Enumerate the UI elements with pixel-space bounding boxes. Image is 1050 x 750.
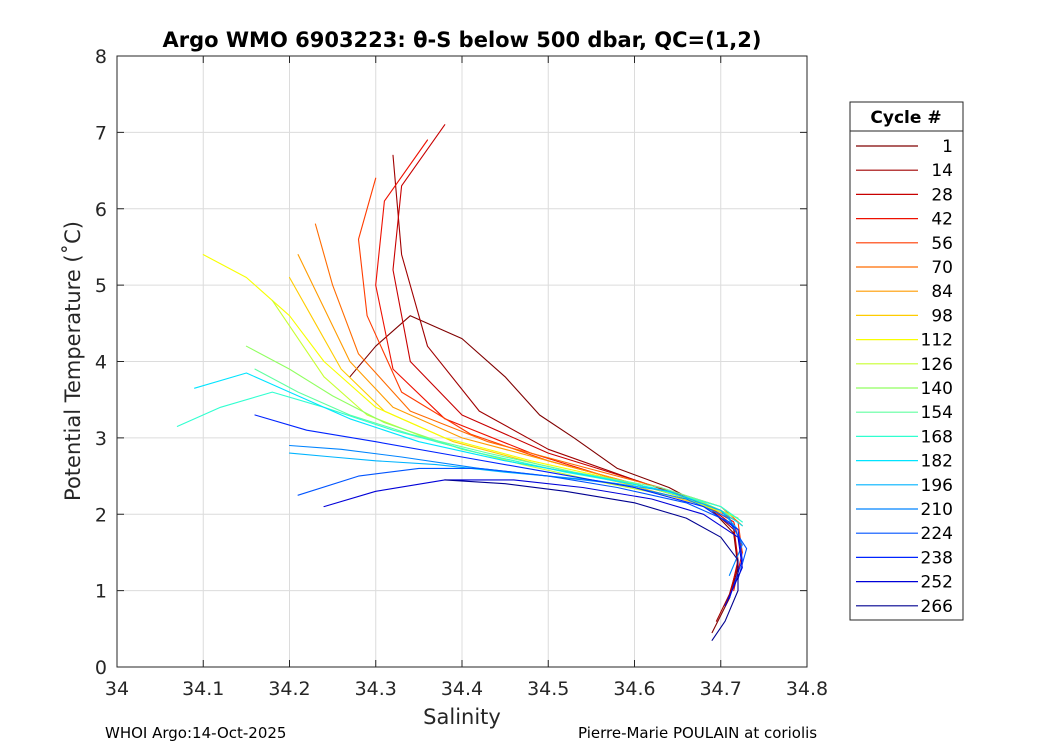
legend-label: 42 (931, 210, 953, 230)
legend-label: 168 (921, 427, 953, 447)
x-tick-label: 34.6 (613, 678, 655, 700)
legend: Cycle # 1 14 28 42 56 70 84 98 112 126 140 154 168 18… (849, 101, 964, 621)
y-tick-label: 3 (95, 428, 107, 450)
series-line-cycle-154 (254, 368, 743, 523)
series-layer (176, 124, 748, 641)
legend-label: 266 (921, 597, 953, 617)
x-tick-label: 34.8 (786, 678, 828, 700)
x-tick-label: 34.7 (700, 678, 742, 700)
x-axis-label: Salinity (423, 705, 501, 729)
x-tick-label: 34.2 (268, 678, 310, 700)
footer-author: Pierre-Marie POULAIN at coriolis (578, 724, 818, 742)
series-line-cycle-28 (392, 124, 739, 599)
legend-label: 126 (921, 355, 953, 375)
x-tick-label: 34.3 (355, 678, 397, 700)
legend-label: 196 (921, 476, 953, 496)
x-tick-label: 34.5 (527, 678, 569, 700)
legend-label: 252 (921, 573, 953, 593)
y-tick-label: 4 (95, 352, 107, 374)
legend-label: 238 (921, 548, 953, 568)
legend-label: 56 (931, 234, 953, 254)
legend-label: 182 (921, 452, 953, 472)
y-axis-label: Potential Temperature (˚C) (61, 221, 85, 501)
legend-label: 154 (921, 403, 953, 423)
series-line-cycle-168 (176, 391, 743, 523)
legend-title: Cycle # (870, 108, 941, 128)
series-line-cycle-266 (444, 479, 739, 641)
series-line-cycle-252 (323, 479, 743, 607)
series-line-cycle-238 (254, 414, 743, 599)
chart-title: Argo WMO 6903223: θ-S below 500 dbar, QC… (163, 28, 762, 52)
x-tick-label: 34.4 (441, 678, 483, 700)
footer-credit: WHOI Argo:14-Oct-2025 (105, 724, 287, 742)
y-tick-label: 8 (95, 46, 107, 68)
y-tick-label: 1 (95, 581, 107, 603)
y-tick-label: 6 (95, 199, 107, 221)
y-tick-label: 2 (95, 504, 107, 526)
legend-label: 112 (921, 331, 953, 351)
x-tick-label: 34 (105, 678, 129, 700)
legend-label: 70 (931, 258, 953, 278)
legend-label: 84 (931, 282, 953, 302)
legend-label: 140 (921, 379, 953, 399)
plot-area: 34 34.1 34.2 34.3 34.4 34.5 34.6 34.7 34.8012345… (95, 46, 828, 700)
legend-label: 14 (931, 161, 953, 181)
legend-label: 224 (921, 524, 953, 544)
legend-entries: 1 14 28 42 56 70 84 98 112 126 140 154 168 182 196 210 2… (856, 137, 953, 617)
y-tick-label: 7 (95, 122, 107, 144)
y-tick-label: 5 (95, 275, 107, 297)
y-tick-label: 0 (95, 657, 107, 679)
legend-label: 210 (921, 500, 953, 520)
legend-label: 1 (942, 137, 953, 157)
legend-label: 28 (931, 185, 953, 205)
series-line-cycle-140 (245, 345, 739, 519)
tick-layer: 34 34.1 34.2 34.3 34.4 34.5 34.6 34.7 34.8012345… (95, 46, 828, 700)
series-line-cycle-224 (297, 467, 748, 580)
x-tick-label: 34.1 (182, 678, 224, 700)
legend-label: 98 (931, 306, 953, 326)
grid-layer (116, 55, 808, 668)
series-line-cycle-196 (288, 452, 739, 531)
